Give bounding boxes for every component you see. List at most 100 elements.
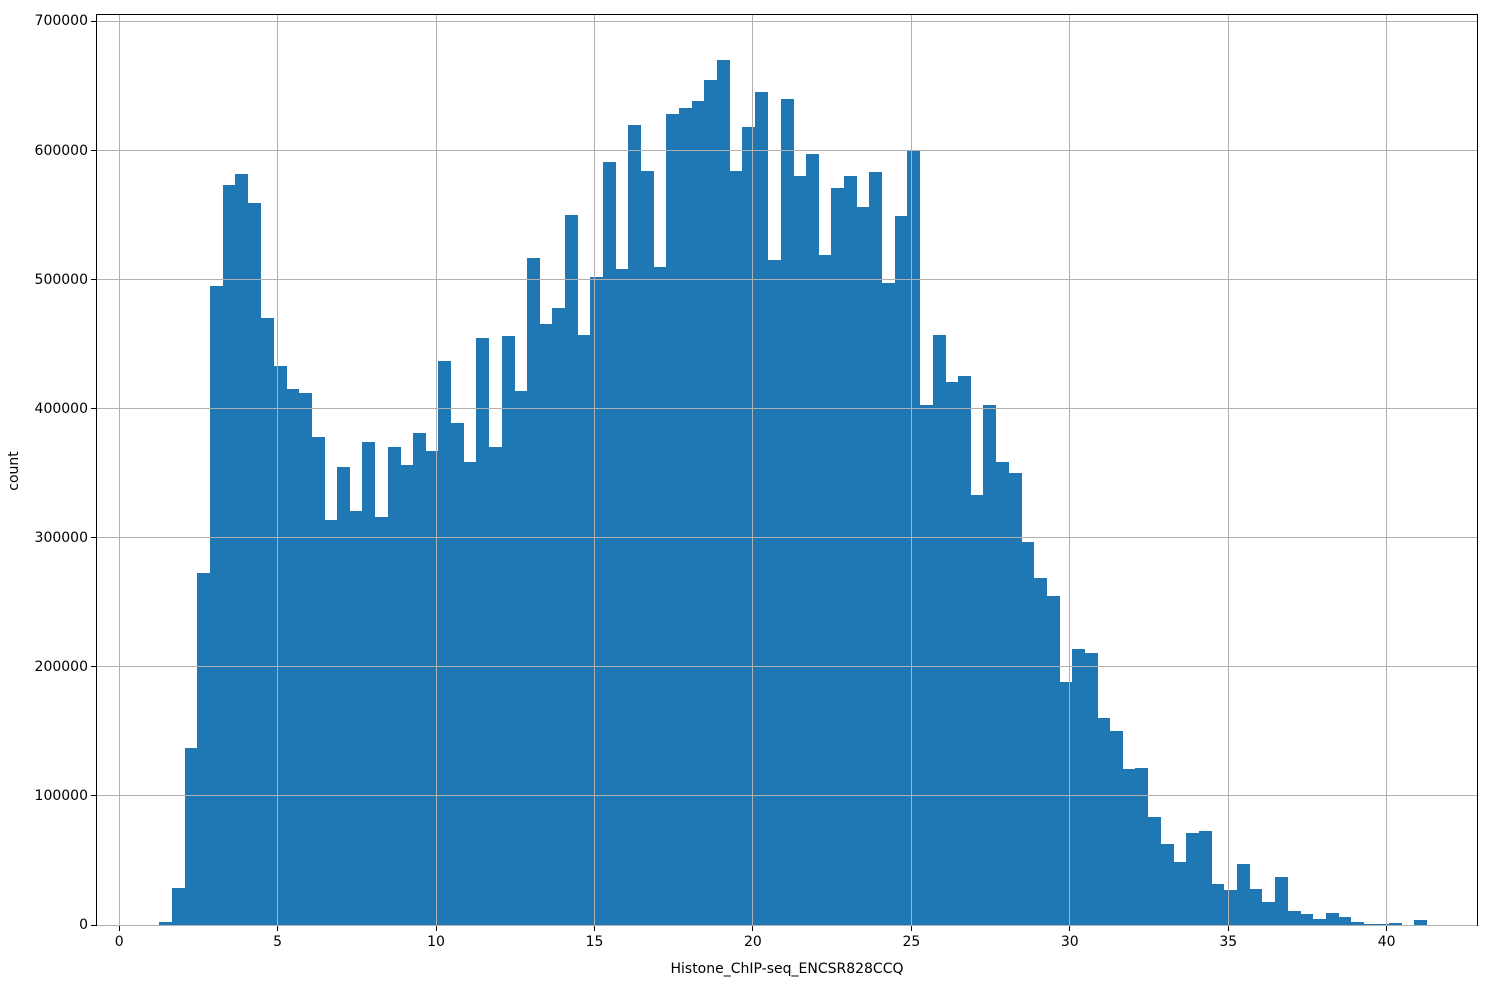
histogram-bar — [666, 114, 680, 925]
histogram-bar — [1414, 920, 1428, 925]
histogram-bar — [1122, 768, 1136, 925]
histogram-bar — [691, 101, 705, 925]
grid-line-x — [1069, 15, 1071, 925]
histogram-bar — [919, 404, 933, 925]
histogram-bar — [463, 461, 477, 925]
histogram-bar — [1046, 595, 1060, 925]
histogram-bar — [894, 216, 908, 925]
histogram-bar — [970, 495, 984, 925]
histogram-bar — [957, 376, 971, 925]
grid-line-x — [594, 15, 595, 925]
histogram-bar — [336, 466, 350, 925]
histogram-bar — [780, 98, 794, 925]
histogram-bar — [1186, 833, 1200, 925]
histogram-bar — [412, 433, 426, 925]
histogram-bar — [1021, 541, 1035, 925]
x-tick-mark — [594, 926, 595, 931]
histogram-bar — [1325, 913, 1339, 925]
y-tick-mark — [91, 666, 96, 668]
histogram-bar — [1097, 718, 1111, 925]
histogram-bar — [514, 390, 528, 925]
histogram-bar — [1224, 890, 1238, 925]
plot-area — [96, 14, 1478, 926]
histogram-bar — [856, 207, 870, 925]
x-tick-mark — [1069, 926, 1071, 931]
histogram-bar — [172, 887, 186, 925]
grid-line-x — [1227, 15, 1229, 925]
grid-line-x — [277, 15, 279, 925]
histogram-bar — [362, 442, 376, 925]
grid-line-x — [910, 15, 912, 925]
grid-line-x — [118, 15, 120, 925]
x-tick-label: 10 — [427, 934, 445, 950]
histogram-bar — [298, 393, 312, 925]
histogram-bar — [1211, 883, 1225, 925]
histogram-bar — [679, 107, 693, 925]
histogram-bar — [235, 173, 249, 925]
histogram-bar — [945, 381, 959, 925]
x-tick-mark — [277, 926, 279, 931]
histogram-bar — [881, 283, 895, 925]
y-tick-label: 500000 — [34, 271, 88, 288]
histogram-bar — [324, 519, 338, 925]
y-tick-label: 200000 — [34, 658, 88, 675]
histogram-bar — [210, 286, 224, 925]
grid-line-y — [97, 924, 1477, 926]
histogram-bar — [1338, 916, 1352, 925]
histogram-bar — [729, 171, 743, 925]
histogram-bar — [387, 447, 401, 925]
histogram-bar — [1363, 923, 1377, 925]
grid-line-y — [97, 408, 1477, 410]
x-tick-label: 5 — [273, 934, 283, 950]
grid-line-y — [97, 537, 1477, 539]
histogram-bar — [995, 461, 1009, 925]
grid-line-y — [97, 20, 1477, 22]
x-tick-mark — [1386, 926, 1388, 931]
x-tick-mark — [1227, 926, 1229, 931]
y-tick-label: 600000 — [34, 142, 88, 159]
x-tick-label: 0 — [114, 934, 124, 950]
x-tick-mark — [752, 926, 754, 931]
histogram-bar — [159, 921, 173, 925]
histogram-bar — [476, 337, 490, 925]
histogram-bar — [248, 203, 262, 925]
histogram-bar — [450, 422, 464, 925]
x-tick-label: 15 — [585, 934, 604, 950]
y-tick-label: 100000 — [34, 787, 88, 804]
histogram-bar — [615, 269, 629, 925]
histogram-bar — [1110, 731, 1124, 925]
histogram-bar — [1034, 577, 1048, 925]
grid-line-y — [97, 279, 1477, 281]
histogram-bar — [438, 360, 452, 925]
histogram-bar — [805, 154, 819, 925]
histogram-bar — [831, 187, 845, 925]
histogram-bar — [653, 266, 667, 925]
histogram-bar — [755, 92, 769, 925]
histogram-bar — [488, 447, 502, 925]
x-tick-label: 35 — [1219, 934, 1238, 950]
histogram-bar — [527, 257, 541, 925]
x-tick-mark — [910, 926, 912, 931]
histogram-bar — [1198, 830, 1212, 925]
x-axis-label: Histone_ChIP-seq_ENCSR828CCQ — [670, 961, 904, 977]
histogram-bar — [539, 323, 553, 925]
histogram-bar — [1008, 473, 1022, 925]
y-tick-label: 400000 — [34, 400, 88, 417]
histogram-bar — [349, 510, 363, 925]
histogram-bar — [1072, 648, 1086, 925]
x-tick-mark — [435, 926, 437, 931]
y-axis-label: count — [6, 451, 22, 491]
histogram-bar — [184, 748, 198, 925]
grid-line-y — [97, 150, 1477, 152]
y-tick-mark — [91, 795, 96, 797]
x-tick-mark — [118, 926, 120, 931]
histogram-bar — [273, 366, 287, 925]
histogram-bar — [400, 465, 414, 925]
histogram-bar — [374, 517, 388, 925]
histogram-bar — [1350, 922, 1364, 925]
histogram-bar — [767, 260, 781, 925]
y-tick-label: 300000 — [34, 529, 88, 546]
histogram-bar — [603, 162, 617, 925]
histogram-bar — [818, 255, 832, 925]
